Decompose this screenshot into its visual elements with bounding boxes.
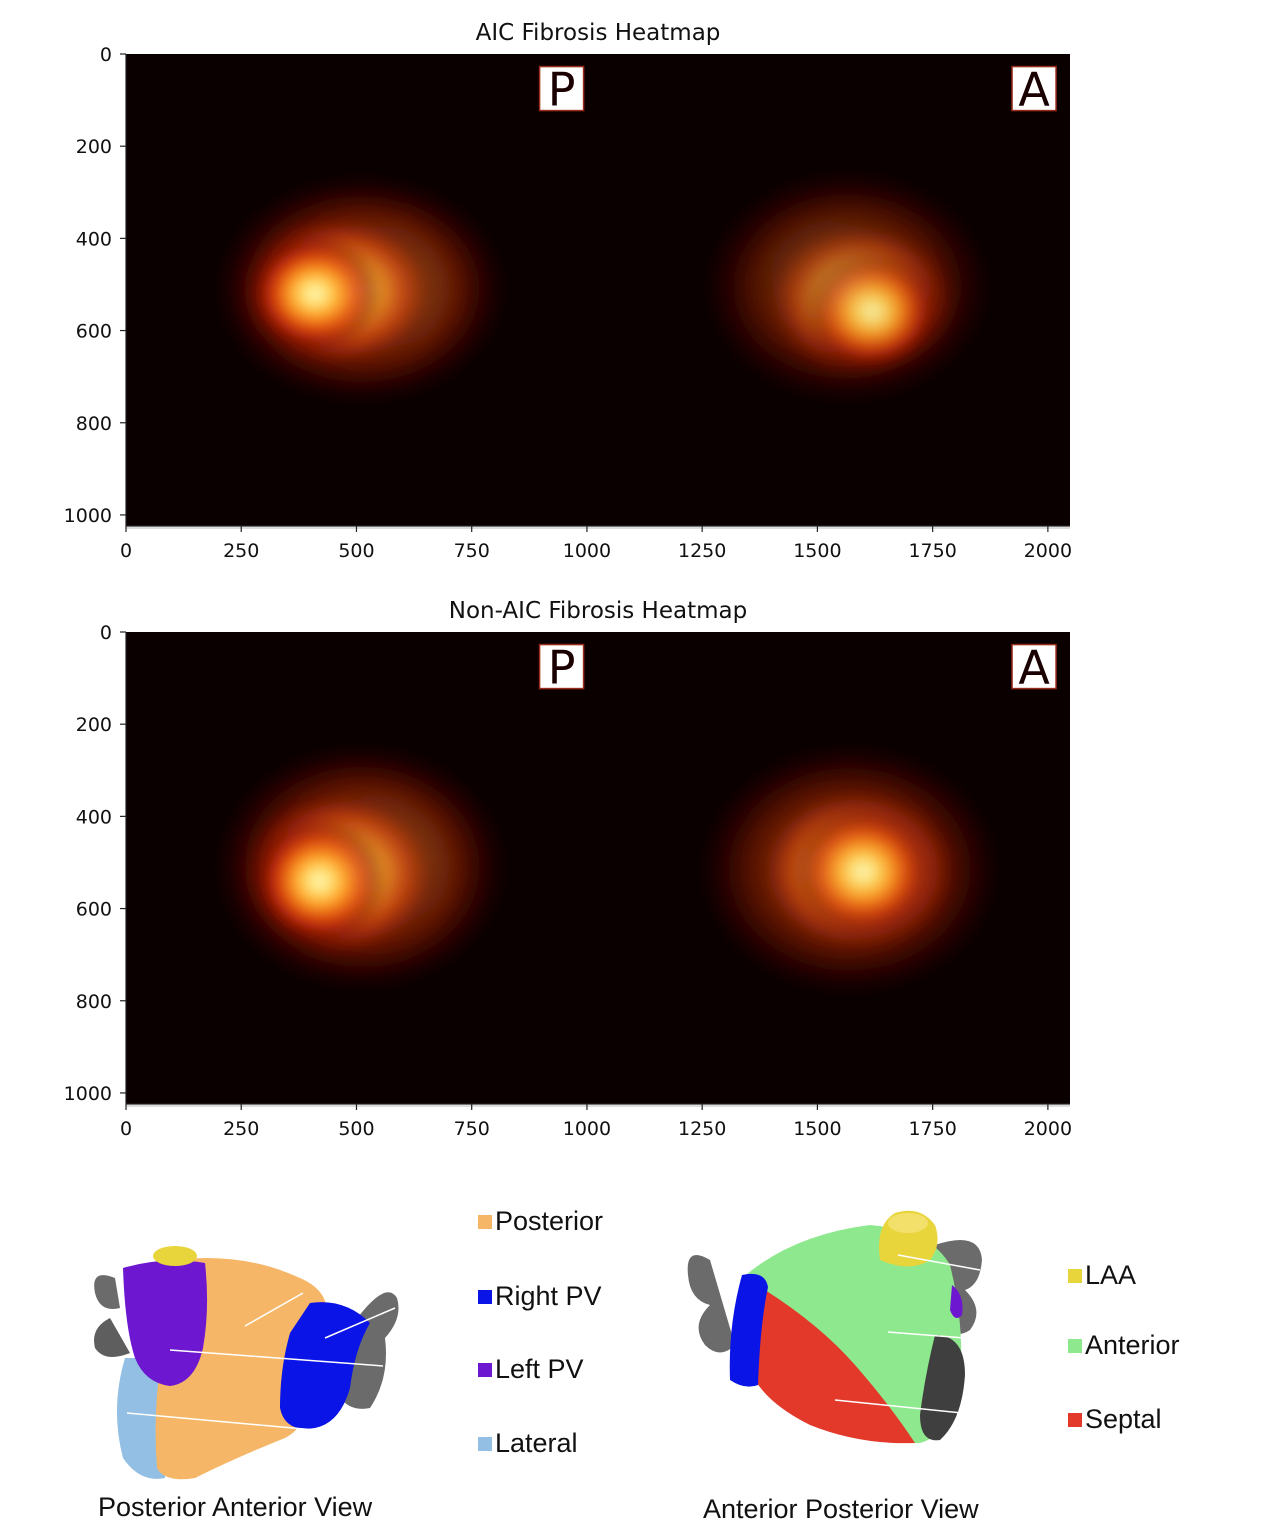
vessel-stub-left-upper: [94, 1275, 120, 1309]
vessel-stub-left-lower: [94, 1318, 130, 1357]
y-tick-label: 400: [76, 228, 112, 250]
y-tick-label: 0: [100, 44, 112, 66]
legend-label: Right PV: [495, 1281, 602, 1311]
x-tick-label: 250: [223, 1118, 259, 1140]
legend-label: Lateral: [495, 1428, 578, 1458]
chart-title: Non-AIC Fibrosis Heatmap: [449, 598, 747, 624]
legend-item-septal: Septal: [1068, 1404, 1162, 1435]
non-aic-heatmap-chart: Non-AIC Fibrosis Heatmap P A 0 250 500 750 1000…: [64, 598, 1072, 1140]
x-tick-label: 1750: [908, 540, 956, 562]
septal-region: [751, 1290, 915, 1444]
legend-item-posterior: Posterior: [478, 1206, 603, 1237]
x-tick-label: 0: [120, 540, 132, 562]
hotspot-right: [697, 742, 1002, 997]
chart-title: AIC Fibrosis Heatmap: [476, 20, 721, 46]
y-tick-label: 400: [76, 806, 112, 828]
x-tick-label: 750: [454, 540, 490, 562]
x-tick-label: 1500: [793, 540, 841, 562]
right-pv-swatch: [478, 1289, 492, 1304]
anterior-region: [740, 1225, 962, 1444]
marker-p: P: [538, 641, 585, 695]
right-pv-strip: [729, 1273, 768, 1387]
x-tick-label: 1000: [563, 1118, 611, 1140]
x-tick-label: 0: [120, 1118, 132, 1140]
anterior-swatch: [1068, 1338, 1082, 1353]
svg-text:A: A: [1018, 63, 1050, 117]
y-tick-label: 600: [76, 899, 112, 921]
legend-item-right-pv: Right PV: [478, 1281, 602, 1312]
left-pv-region: [123, 1260, 208, 1386]
y-tick-label: 200: [76, 136, 112, 158]
y-tick-label: 200: [76, 714, 112, 736]
y-tick-label: 0: [100, 622, 112, 644]
x-tick-label: 500: [338, 1118, 374, 1140]
legend-item-left-pv: Left PV: [478, 1354, 584, 1385]
x-tick-label: 1250: [678, 540, 726, 562]
hotspot-right: [702, 169, 993, 405]
x-tick-label: 500: [338, 540, 374, 562]
x-tick-label: 750: [454, 1118, 490, 1140]
svg-text:P: P: [548, 641, 576, 695]
x-tick-label: 2000: [1024, 1118, 1072, 1140]
legend-label: Posterior: [495, 1206, 604, 1236]
vessel-stub-left: [687, 1255, 735, 1353]
legend-label: LAA: [1085, 1260, 1137, 1290]
left-view-caption: Posterior Anterior View: [98, 1492, 373, 1522]
lateral-swatch: [478, 1436, 492, 1451]
x-tick-label: 1000: [563, 540, 611, 562]
laa-swatch: [1068, 1268, 1082, 1283]
posterior-anterior-atrium-model: [94, 1246, 399, 1480]
hotspot-left: [213, 173, 509, 405]
legend-label: Left PV: [495, 1354, 584, 1384]
marker-a: A: [1011, 641, 1057, 695]
x-tick-label: 2000: [1024, 540, 1072, 562]
legend-item-lateral: Lateral: [478, 1428, 578, 1459]
y-tick-label: 1000: [64, 505, 112, 527]
right-pv-region: [280, 1302, 370, 1429]
left-pv-swatch: [478, 1362, 492, 1377]
legend-item-laa: LAA: [1068, 1260, 1136, 1291]
marker-p: P: [538, 63, 585, 117]
x-tick-label: 1500: [793, 1118, 841, 1140]
aic-heatmap-chart: AIC Fibrosis Heatmap P A 0 250 500 750 1000 1250…: [64, 20, 1072, 562]
lateral-region: [116, 1358, 165, 1479]
hotspot-left: [213, 742, 509, 992]
x-tick-label: 250: [223, 540, 259, 562]
top-appendage: [153, 1246, 197, 1266]
x-tick-label: 1250: [678, 1118, 726, 1140]
legend-label: Septal: [1085, 1404, 1162, 1434]
legend-item-anterior: Anterior: [1068, 1330, 1180, 1361]
y-tick-label: 1000: [64, 1083, 112, 1105]
posterior-swatch: [478, 1214, 492, 1229]
legend-label: Anterior: [1085, 1330, 1180, 1360]
y-tick-label: 800: [76, 991, 112, 1013]
svg-text:P: P: [548, 63, 576, 117]
x-tick-label: 1750: [908, 1118, 956, 1140]
svg-text:A: A: [1018, 641, 1050, 695]
y-tick-label: 600: [76, 321, 112, 343]
y-tick-label: 800: [76, 413, 112, 435]
dark-edge: [920, 1335, 965, 1441]
anterior-posterior-atrium-model: [687, 1210, 982, 1444]
marker-a: A: [1011, 63, 1057, 117]
right-view-caption: Anterior Posterior View: [703, 1494, 979, 1524]
septal-swatch: [1068, 1412, 1082, 1427]
